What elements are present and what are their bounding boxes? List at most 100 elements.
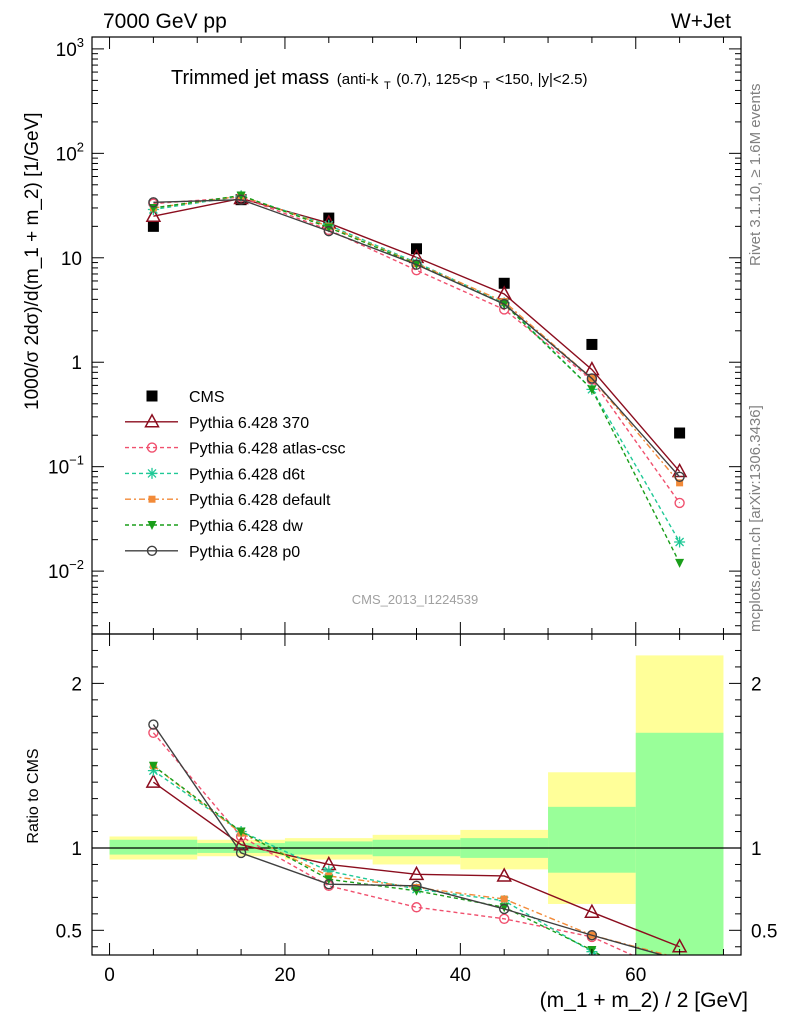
main-series-line: [153, 198, 681, 478]
main-data-point: [498, 277, 510, 289]
main-y-tick-label: 10−1: [48, 453, 84, 479]
main-panel-series: [145, 189, 688, 568]
main-data-point: [587, 385, 597, 395]
ratio-series-5: [148, 719, 682, 955]
x-tick-label: 40: [450, 965, 471, 986]
main-series-0: [147, 194, 686, 439]
legend-marker: [147, 521, 157, 530]
legend-entry: Pythia 6.428 p0: [125, 544, 300, 561]
ratio-y-tick-label: 0.5: [56, 921, 82, 942]
ratio-y-tick-label: 1: [71, 839, 82, 860]
main-y-tick-label: 10: [61, 249, 82, 270]
ratio-y-tick-label-right: 2: [751, 674, 762, 695]
main-series-1: [145, 189, 688, 478]
main-data-point: [236, 191, 246, 201]
ratio-data-point: [675, 972, 684, 981]
main-data-point: [145, 207, 162, 222]
main-y-tick-label: 1: [71, 353, 82, 374]
ratio-panel-axes: 2 2 1 1 0.5 0.5 0 20 40 60: [56, 633, 777, 986]
chart-title-cuts-b: (0.7), 125<p: [396, 71, 477, 88]
header-energy-label: 7000 GeV pp: [103, 10, 227, 33]
main-data-point: [147, 220, 159, 232]
chart-title-cuts-c: <150, |y|<2.5): [495, 71, 587, 88]
main-data-point: [323, 225, 334, 237]
legend-entry: Pythia 6.428 default: [125, 492, 331, 509]
legend-marker: [146, 390, 158, 402]
legend-label: CMS: [189, 389, 225, 406]
legend-entry: Pythia 6.428 dw: [125, 518, 303, 535]
legend-label: Pythia 6.428 d6t: [189, 466, 305, 483]
ratio-data-point: [323, 879, 334, 890]
ratio-data-point: [145, 773, 162, 788]
ratio-data-point: [499, 913, 510, 924]
main-data-point: [235, 194, 247, 205]
ratio-data-point: [499, 903, 510, 915]
ratio-panel-series: [145, 719, 688, 981]
main-data-point: [674, 497, 685, 509]
ratio-data-point: [148, 719, 159, 730]
legend: CMS Pythia 6.428 370 Pythia 6.428 atlas-cs…: [125, 389, 346, 561]
legend-label: Pythia 6.428 p0: [189, 544, 300, 561]
main-data-point: [674, 427, 686, 439]
ratio-data-point: [584, 903, 600, 918]
chart-title: Trimmed jet mass (anti-k T (0.7), 125<p …: [171, 67, 587, 94]
chart-title-cuts-a: (anti-k: [337, 71, 379, 88]
ratio-band-green: [635, 732, 724, 955]
chart-title-cuts-b-sub: T: [483, 80, 490, 92]
ratio-y-tick-label-right: 1: [751, 839, 762, 860]
main-data-point: [674, 471, 685, 482]
main-y-tick-label: 102: [56, 139, 84, 165]
x-tick-label: 0: [104, 965, 115, 986]
ratio-band-green: [109, 839, 198, 855]
ratio-data-point: [411, 902, 422, 913]
ratio-data-point: [676, 954, 684, 955]
legend-marker: [146, 545, 158, 556]
main-data-point: [674, 536, 686, 548]
ratio-data-point: [496, 867, 512, 882]
ratio-data-point: [148, 727, 159, 738]
main-data-point: [148, 197, 159, 208]
legend-marker: [144, 413, 160, 428]
ratio-data-point: [677, 954, 682, 955]
legend-entry: Pythia 6.428 d6t: [125, 466, 305, 483]
x-tick-label: 60: [625, 965, 646, 986]
x-tick-label: 20: [274, 965, 295, 986]
header-process-label: W+Jet: [671, 10, 731, 33]
main-series-6: [148, 194, 685, 482]
legend-marker: [148, 495, 156, 503]
rivet-version-label: Rivet 3.1.10, ≥ 1.6M events: [747, 84, 764, 267]
legend-marker: [146, 442, 158, 453]
ratio-series-line: [152, 724, 665, 955]
legend-label: Pythia 6.428 370: [189, 415, 309, 432]
ratio-data-point: [236, 827, 246, 837]
chart-title-main: Trimmed jet mass: [171, 67, 329, 89]
main-data-point: [584, 361, 600, 376]
x-axis-label: (m_1 + m_2) / 2 [GeV]: [540, 989, 748, 1012]
ratio-data-point: [233, 836, 249, 851]
main-data-point: [676, 479, 684, 487]
ratio-data-point: [500, 895, 508, 903]
ratio-panel-background: [92, 655, 741, 955]
main-data-point: [411, 259, 422, 270]
ratio-y-tick-label-right: 0.5: [751, 921, 777, 942]
main-y-tick-label: 103: [56, 35, 84, 61]
mcplots-label: mcplots.cern.ch [arXiv:1306.3436]: [747, 405, 764, 632]
main-data-point: [586, 373, 598, 384]
main-series-2: [148, 192, 685, 509]
main-data-point: [586, 338, 598, 350]
ratio-data-point: [148, 761, 158, 771]
legend-label: Pythia 6.428 dw: [189, 518, 303, 535]
main-data-point: [499, 298, 510, 310]
ratio-band-green: [548, 806, 636, 873]
legend-marker: [146, 467, 158, 479]
main-y-axis-label: 1000/σ 2dσ)/d(m_1 + m_2) [1/GeV]: [22, 112, 43, 410]
ratio-data-point: [412, 886, 421, 896]
ratio-series-line: [152, 781, 680, 948]
legend-label: Pythia 6.428 atlas-csc: [189, 441, 346, 458]
chart-title-cuts-a-sub: T: [384, 80, 391, 92]
ratio-data-point: [323, 865, 335, 877]
ratio-y-axis-label: Ratio to CMS: [25, 748, 42, 843]
legend-entry: CMS: [146, 389, 225, 406]
